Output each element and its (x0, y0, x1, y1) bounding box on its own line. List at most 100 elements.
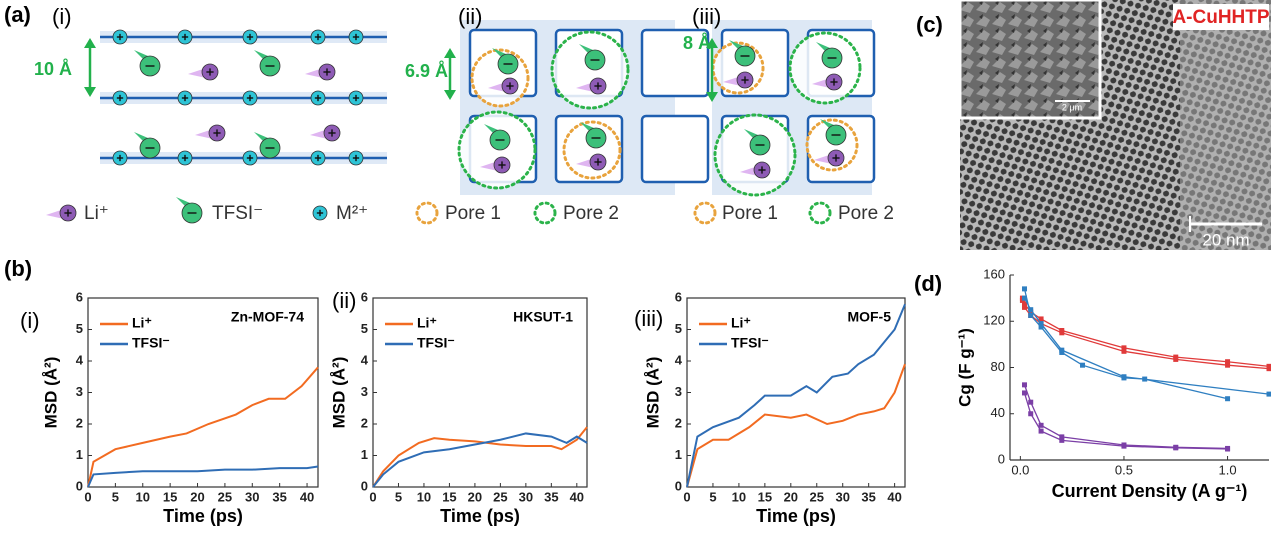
x-tick-label: 0.5 (1115, 462, 1133, 477)
y-tick-label: 5 (361, 321, 368, 336)
subpanel-label: (ii) (332, 288, 356, 313)
x-tick-label: 10 (136, 489, 150, 504)
legend-text: M²⁺ (336, 203, 368, 224)
legend-label: TFSI⁻ (731, 335, 769, 351)
panel-label: (a) (4, 2, 31, 27)
data-point (1267, 366, 1271, 371)
y-axis-label: MSD (Å²) (643, 357, 662, 429)
x-tick-label: 5 (709, 489, 716, 504)
data-point (1028, 313, 1033, 318)
spacing-label: 10 Å (34, 59, 72, 79)
pore (695, 203, 715, 223)
y-tick-label: 1 (675, 447, 682, 462)
x-tick-label: 30 (519, 489, 533, 504)
y-tick-label: 3 (76, 384, 83, 399)
y-tick-label: 2 (76, 415, 83, 430)
data-point (1022, 390, 1027, 395)
data-point (1173, 445, 1178, 450)
subpanel-label: (ii) (458, 4, 482, 29)
series-line (687, 304, 905, 487)
y-tick-label: 6 (76, 289, 83, 304)
x-tick-label: 35 (861, 489, 875, 504)
legend-text: Li⁺ (84, 203, 109, 224)
plot-frame (88, 298, 318, 487)
panel-label: (c) (916, 12, 943, 37)
pore (790, 33, 860, 103)
y-tick-label: 0 (76, 478, 83, 493)
data-point (1039, 321, 1044, 326)
data-point (1121, 374, 1126, 379)
data-point (1028, 411, 1033, 416)
data-point (1022, 382, 1027, 387)
x-tick-label: 25 (810, 489, 824, 504)
y-tick-label: 80 (991, 359, 1005, 374)
data-point (1059, 330, 1064, 335)
legend-label: TFSI⁻ (132, 335, 170, 351)
x-tick-label: 0 (683, 489, 690, 504)
x-tick-label: 25 (218, 489, 232, 504)
y-tick-label: 0 (998, 451, 1005, 466)
x-tick-label: 0.0 (1011, 462, 1029, 477)
x-axis-label: Time (ps) (163, 506, 243, 526)
y-tick-label: 2 (675, 415, 682, 430)
x-tick-label: 20 (468, 489, 482, 504)
y-tick-label: 120 (983, 313, 1005, 328)
y-tick-label: 4 (76, 352, 84, 367)
x-tick-label: 15 (758, 489, 772, 504)
data-point (1173, 357, 1178, 362)
chart-title: MOF-5 (847, 309, 891, 325)
x-axis-label: Time (ps) (756, 506, 836, 526)
framework-cell (642, 116, 708, 182)
data-point (1059, 438, 1064, 443)
pore (715, 115, 795, 195)
chart-title: HKSUT-1 (513, 309, 573, 325)
data-point (1225, 447, 1230, 452)
legend-label: TFSI⁻ (417, 335, 455, 351)
data-point (1121, 349, 1126, 354)
x-tick-label: 35 (544, 489, 558, 504)
x-tick-label: 0 (369, 489, 376, 504)
x-tick-label: 35 (272, 489, 286, 504)
x-axis-label: Current Density (A g⁻¹) (1052, 481, 1248, 501)
legend-text: TFSI⁻ (212, 203, 263, 224)
x-tick-label: 1.0 (1219, 462, 1237, 477)
y-tick-label: 40 (991, 405, 1005, 420)
legend-label: Li⁺ (417, 315, 437, 331)
y-tick-label: 0 (361, 478, 368, 493)
x-tick-label: 25 (493, 489, 507, 504)
x-tick-label: 30 (245, 489, 259, 504)
data-point (1225, 363, 1230, 368)
x-tick-label: 20 (190, 489, 204, 504)
chart-title: Zn-MOF-74 (231, 309, 304, 325)
subpanel-label: (i) (52, 4, 72, 29)
legend-text: Pore 2 (563, 203, 619, 224)
data-point (1022, 286, 1027, 291)
data-point (1059, 348, 1064, 353)
series-line (1025, 289, 1228, 399)
legend-text: Pore 1 (445, 203, 501, 224)
x-tick-label: 15 (163, 489, 177, 504)
panel-label: (b) (4, 256, 32, 281)
y-tick-label: 5 (76, 321, 83, 336)
legend-text: Pore 2 (838, 203, 894, 224)
data-point (1267, 392, 1271, 397)
x-tick-label: 10 (732, 489, 746, 504)
data-point (1022, 296, 1027, 301)
spacing-label: 8 Å (683, 33, 711, 53)
y-tick-label: 2 (361, 415, 368, 430)
subpanel-label: (i) (20, 308, 40, 333)
pore (459, 112, 535, 188)
x-axis-label: Time (ps) (440, 506, 520, 526)
x-tick-label: 30 (835, 489, 849, 504)
data-point (1225, 396, 1230, 401)
legend-text: Pore 1 (722, 203, 778, 224)
tem-edge (1180, 0, 1271, 250)
panel-label: (d) (914, 271, 942, 296)
pore (810, 203, 830, 223)
data-point (1028, 400, 1033, 405)
series-line (1025, 298, 1269, 394)
pore (552, 32, 628, 108)
x-tick-label: 40 (887, 489, 901, 504)
